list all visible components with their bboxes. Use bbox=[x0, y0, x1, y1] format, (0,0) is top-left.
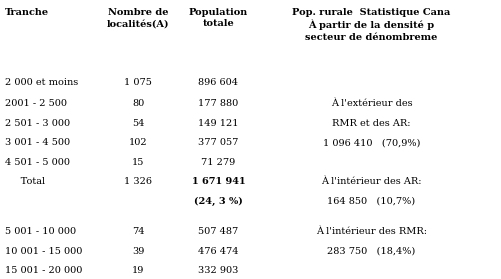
Text: 10 001 - 15 000: 10 001 - 15 000 bbox=[5, 247, 82, 256]
Text: 74: 74 bbox=[132, 227, 144, 236]
Text: Pop. rurale  Statistique Cana
À partir de la densité p
secteur de dénombreme: Pop. rurale Statistique Cana À partir de… bbox=[292, 8, 450, 42]
Text: 1 671 941: 1 671 941 bbox=[191, 177, 244, 186]
Text: 102: 102 bbox=[128, 138, 147, 147]
Text: 1 096 410   (70,9%): 1 096 410 (70,9%) bbox=[322, 138, 419, 147]
Text: 2 501 - 3 000: 2 501 - 3 000 bbox=[5, 119, 70, 128]
Text: 15 001 - 20 000: 15 001 - 20 000 bbox=[5, 266, 82, 275]
Text: 164 850   (10,7%): 164 850 (10,7%) bbox=[327, 197, 415, 206]
Text: 1 326: 1 326 bbox=[124, 177, 152, 186]
Text: 19: 19 bbox=[132, 266, 144, 275]
Text: 332 903: 332 903 bbox=[198, 266, 238, 275]
Text: 1 075: 1 075 bbox=[124, 78, 152, 87]
Text: 15: 15 bbox=[132, 158, 144, 167]
Text: RMR et des AR:: RMR et des AR: bbox=[332, 119, 410, 128]
Text: 149 121: 149 121 bbox=[198, 119, 238, 128]
Text: 3 001 - 4 500: 3 001 - 4 500 bbox=[5, 138, 70, 147]
Text: Tranche: Tranche bbox=[5, 8, 49, 17]
Text: À l'extérieur des: À l'extérieur des bbox=[330, 99, 411, 108]
Text: 4 501 - 5 000: 4 501 - 5 000 bbox=[5, 158, 70, 167]
Text: Population
totale: Population totale bbox=[188, 8, 247, 28]
Text: 71 279: 71 279 bbox=[201, 158, 235, 167]
Text: 2 000 et moins: 2 000 et moins bbox=[5, 78, 78, 87]
Text: 507 487: 507 487 bbox=[198, 227, 238, 236]
Text: 177 880: 177 880 bbox=[198, 99, 238, 108]
Text: À l'intérieur des AR:: À l'intérieur des AR: bbox=[321, 177, 421, 186]
Text: 39: 39 bbox=[132, 247, 144, 256]
Text: Nombre de
localités(A): Nombre de localités(A) bbox=[107, 8, 169, 28]
Text: 80: 80 bbox=[132, 99, 144, 108]
Text: 54: 54 bbox=[132, 119, 144, 128]
Text: 5 001 - 10 000: 5 001 - 10 000 bbox=[5, 227, 76, 236]
Text: Total: Total bbox=[5, 177, 45, 186]
Text: (24, 3 %): (24, 3 %) bbox=[193, 197, 242, 206]
Text: À l'intérieur des RMR:: À l'intérieur des RMR: bbox=[315, 227, 426, 236]
Text: 283 750   (18,4%): 283 750 (18,4%) bbox=[327, 247, 415, 256]
Text: 2001 - 2 500: 2001 - 2 500 bbox=[5, 99, 67, 108]
Text: 476 474: 476 474 bbox=[198, 247, 238, 256]
Text: 896 604: 896 604 bbox=[198, 78, 238, 87]
Text: 377 057: 377 057 bbox=[198, 138, 238, 147]
